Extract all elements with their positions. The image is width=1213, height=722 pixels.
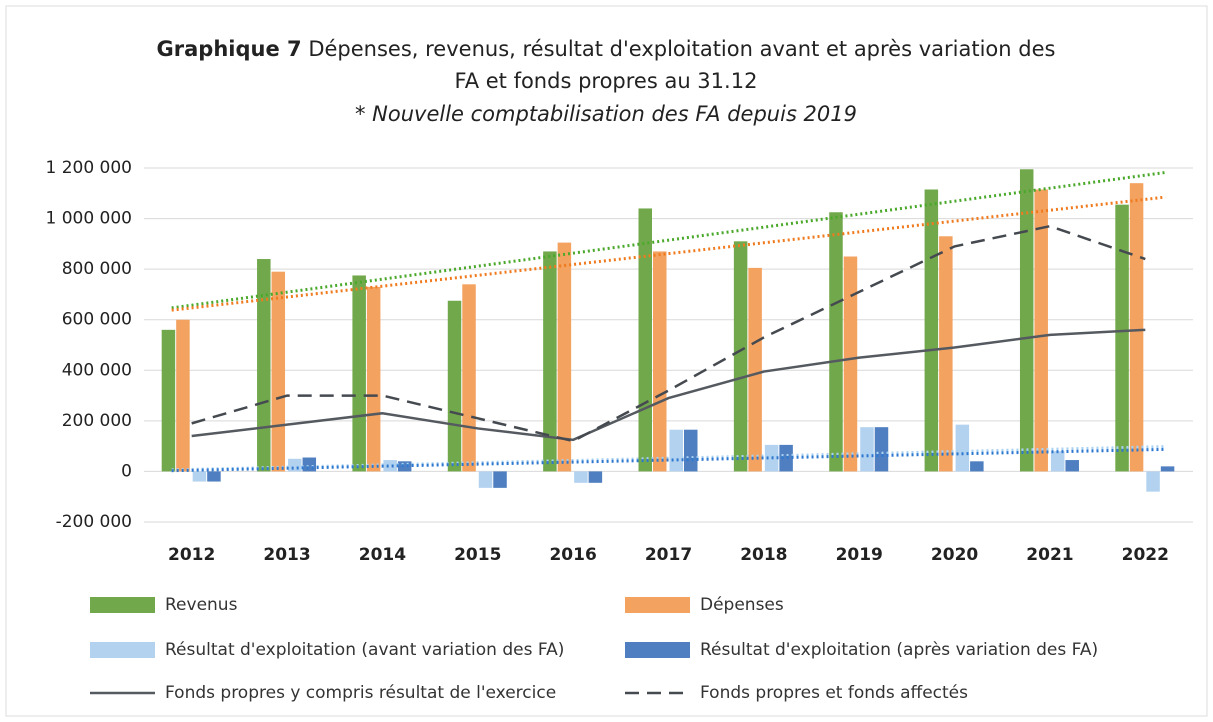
bar [383,460,397,472]
x-tick-label: 2019 [836,545,883,565]
bar [1050,451,1065,472]
y-tick-label: 200 000 [62,411,132,431]
bar [543,251,557,472]
x-tick-label: 2016 [549,545,596,565]
bar [176,319,190,472]
trendline [171,170,1166,310]
legend-swatch [625,597,690,613]
x-tick-label: 2021 [1026,545,1073,565]
bar [669,429,683,472]
legend-label: Résultat d'exploitation (avant variation… [165,640,564,660]
bar [653,251,667,472]
bar [1065,460,1079,472]
trendline [171,447,1166,473]
bar [638,208,652,472]
bar [478,471,493,488]
bar [1019,169,1034,472]
bar [1146,471,1160,492]
x-tick-label: 2015 [454,545,501,565]
trendline [171,195,1166,312]
legend-swatch [90,597,155,613]
legend-label: Dépenses [700,595,784,615]
bar [939,236,953,472]
y-tick-label: 800 000 [62,259,132,279]
title-line: FA et fonds propres au 31.12 [455,69,758,93]
y-tick-label: 1 000 000 [45,209,132,229]
x-tick-label: 2012 [168,545,215,565]
bar [955,424,970,472]
bar [1129,183,1144,472]
bar [447,300,462,472]
bar [748,267,762,472]
bar [352,275,366,472]
x-tick-label: 2018 [740,545,787,565]
legend-label: Fonds propres y compris résultat de l'ex… [165,683,556,703]
bar [462,284,476,472]
line-series [191,224,1146,443]
chart-subtitle: * Nouvelle comptabilisation des FA depui… [355,102,857,126]
bar [574,471,588,483]
x-tick-label: 2014 [359,545,406,565]
bar [1034,189,1048,472]
bar [874,427,889,472]
bar [302,457,317,472]
legend-label: Fonds propres et fonds affectés [700,683,968,703]
bar [1160,466,1175,472]
bar [271,271,286,472]
x-tick-label: 2020 [931,545,978,565]
bar [397,461,412,472]
bar [684,429,698,472]
bar [493,471,507,488]
legend-swatch [90,642,155,658]
y-tick-label: -200 000 [56,512,132,532]
bar [257,259,271,472]
legend-label: Résultat d'exploitation (après variation… [700,640,1098,660]
bar [843,256,858,472]
title-line: Dépenses, revenus, résultat d'exploitati… [308,37,1055,61]
bar [207,471,221,482]
bar [970,461,984,472]
x-tick-label: 2017 [645,545,692,565]
chart-title: Graphique 7 Dépenses, revenus, résultat … [157,37,1056,61]
chart-frame [5,5,1208,717]
bar [733,241,748,472]
bar [829,212,843,472]
bar [860,427,874,472]
bar [924,189,939,472]
bar [1115,204,1129,472]
y-tick-label: 1 200 000 [45,158,132,178]
y-tick-label: 600 000 [62,310,132,330]
x-tick-label: 2022 [1122,545,1169,565]
bar [557,242,572,472]
x-tick-label: 2013 [263,545,310,565]
legend-label: Revenus [165,595,238,615]
y-tick-label: 0 [121,461,132,481]
y-tick-label: 400 000 [62,360,132,380]
bar [779,444,793,472]
bar [161,329,176,472]
bar [588,471,603,483]
legend-swatch [625,642,690,658]
bar [288,458,302,472]
title-bold: Graphique 7 [157,37,302,61]
bar [192,471,207,482]
line-series [191,328,1146,442]
bar [366,286,381,472]
